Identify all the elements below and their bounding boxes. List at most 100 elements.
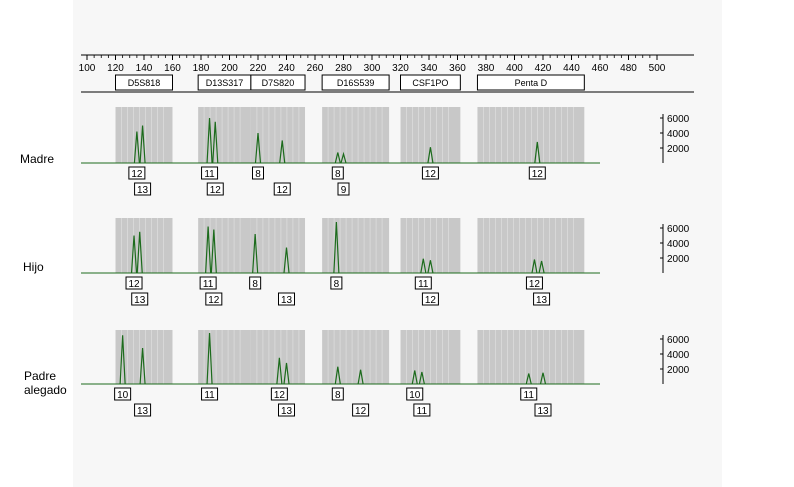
peak: [534, 141, 541, 164]
allele-label: 12: [208, 295, 220, 306]
allele-label: 11: [204, 390, 215, 401]
peak: [539, 372, 547, 385]
allele-label: 13: [137, 185, 149, 196]
peak: [212, 121, 219, 164]
x-tick-label: 360: [449, 63, 466, 74]
locus-box: [321, 74, 390, 91]
peak: [427, 260, 434, 274]
allele-label-box: [201, 166, 219, 180]
locus-box: [115, 74, 173, 91]
allele-label-box: [206, 182, 224, 196]
peak: [130, 235, 138, 274]
allele-label: 12: [277, 185, 289, 196]
locus-label: D7S820: [262, 78, 295, 88]
peak: [283, 362, 290, 385]
y-tick-label: 2000: [667, 254, 690, 265]
peak: [276, 357, 283, 385]
locus-label: Penta D: [515, 78, 548, 88]
peak: [334, 152, 341, 164]
allele-label: 10: [409, 390, 421, 401]
allele-label: 12: [128, 279, 140, 290]
bin-area: [477, 107, 585, 163]
y-tick-label: 2000: [667, 144, 690, 155]
allele-label: 8: [255, 169, 261, 180]
x-tick-label: 140: [136, 63, 153, 74]
x-tick-label: 400: [506, 63, 523, 74]
allele-label-box: [205, 292, 223, 306]
allele-label-box: [533, 292, 551, 306]
locus-label: D13S317: [206, 78, 244, 88]
locus-box: [250, 74, 306, 91]
bin-area: [477, 218, 585, 273]
peak: [418, 371, 425, 385]
x-tick-label: 320: [392, 63, 409, 74]
allele-label: 12: [274, 390, 286, 401]
allele-label: 8: [334, 279, 340, 290]
peak: [333, 221, 340, 274]
bin-area: [250, 107, 306, 163]
peak: [340, 151, 347, 164]
y-tick-label: 6000: [667, 335, 690, 346]
allele-label-box: [421, 292, 439, 306]
x-tick-label: 200: [221, 63, 238, 74]
allele-label-box: [114, 387, 132, 401]
allele-label: 12: [210, 185, 222, 196]
chart-panel: 100 120 140 160 180 200 220 240 260 280 300 320 340 3…: [73, 0, 722, 487]
allele-label: 12: [131, 169, 143, 180]
peak: [357, 369, 364, 385]
x-tick-label: 260: [307, 63, 324, 74]
allele-label-box: [331, 387, 344, 401]
allele-label-box: [406, 387, 424, 401]
locus-box: [400, 74, 461, 91]
bin-area: [250, 218, 306, 273]
y-tick-label: 6000: [667, 114, 690, 125]
allele-label-box: [413, 403, 431, 417]
allele-label: 13: [281, 295, 293, 306]
x-tick-label: 280: [335, 63, 352, 74]
allele-label: 11: [417, 406, 428, 417]
x-tick-label: 100: [79, 63, 96, 74]
peak: [252, 233, 259, 274]
peak: [206, 332, 213, 385]
x-tick-label: 340: [421, 63, 438, 74]
allele-label-box: [278, 403, 295, 417]
bin-area: [477, 330, 585, 384]
locus-label: D5S818: [128, 78, 161, 88]
y-tick-label: 4000: [667, 129, 690, 140]
bin-area: [322, 330, 390, 384]
x-tick-label: 160: [164, 63, 181, 74]
allele-label-box: [125, 276, 143, 290]
allele-label-box: [201, 387, 219, 401]
allele-label-box: [525, 276, 543, 290]
peak: [139, 347, 146, 385]
peak: [210, 229, 217, 274]
allele-label: 11: [204, 169, 215, 180]
allele-label-box: [128, 166, 146, 180]
x-tick-label: 480: [620, 63, 637, 74]
allele-label: 8: [252, 279, 258, 290]
x-tick-label: 120: [107, 63, 124, 74]
bin-area: [322, 107, 390, 163]
x-tick-label: 300: [364, 63, 381, 74]
x-tick-label: 180: [193, 63, 210, 74]
y-tick-label: 4000: [667, 239, 690, 250]
x-tick-label: 240: [278, 63, 295, 74]
allele-label: 11: [524, 390, 535, 401]
y-tick-label: 6000: [667, 224, 690, 235]
allele-label-box: [352, 403, 370, 417]
allele-label-box: [337, 182, 350, 196]
allele-label-box: [199, 276, 217, 290]
allele-label-box: [134, 403, 152, 417]
peak: [136, 231, 143, 274]
allele-label-box: [278, 292, 295, 306]
peak: [279, 140, 286, 164]
allele-label: 13: [134, 295, 146, 306]
allele-label-box: [252, 166, 264, 180]
sample-label: Madre: [20, 152, 55, 166]
allele-label: 12: [532, 169, 544, 180]
allele-label: 8: [335, 169, 341, 180]
allele-label: 10: [117, 390, 129, 401]
x-tick-label: 500: [649, 63, 666, 74]
allele-label-box: [134, 182, 152, 196]
allele-label: 12: [529, 279, 541, 290]
